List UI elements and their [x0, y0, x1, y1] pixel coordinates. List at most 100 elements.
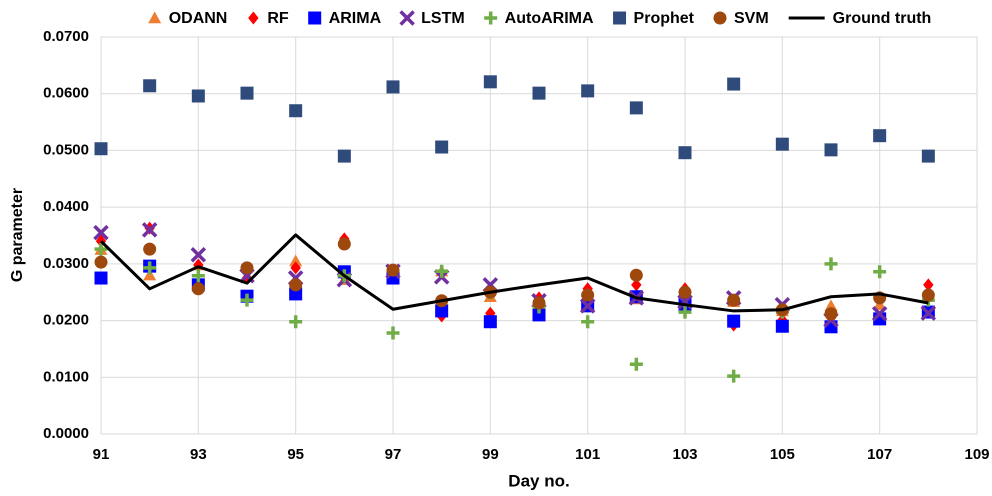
- marker: [581, 315, 595, 329]
- marker: [93, 224, 109, 241]
- y-tick-label: 0.0500: [43, 141, 89, 158]
- marker: [775, 319, 789, 333]
- marker: [190, 247, 207, 263]
- y-tick-label: 0.0200: [43, 312, 89, 329]
- marker: [148, 11, 162, 24]
- x-tick-label: 101: [575, 446, 600, 463]
- marker: [191, 89, 205, 103]
- marker: [386, 326, 400, 340]
- marker: [824, 143, 838, 157]
- x-tick-label: 91: [93, 446, 110, 463]
- marker: [631, 278, 642, 292]
- marker: [289, 254, 303, 267]
- marker: [289, 104, 303, 118]
- y-tick-label: 0.0300: [43, 255, 89, 272]
- marker: [337, 237, 351, 251]
- x-tick-label: 109: [964, 446, 989, 463]
- x-tick-label: 107: [867, 446, 892, 463]
- x-tick-label: 105: [770, 446, 795, 463]
- marker: [289, 315, 303, 329]
- marker: [923, 278, 934, 292]
- marker: [143, 79, 157, 93]
- legend-label: LSTM: [421, 10, 465, 27]
- marker: [483, 75, 497, 89]
- line-series: [99, 233, 929, 313]
- marker: [240, 261, 254, 275]
- y-tick-label: 0.0000: [43, 425, 89, 442]
- marker: [532, 308, 546, 322]
- marker: [308, 11, 322, 25]
- marker: [94, 142, 108, 156]
- marker: [191, 269, 205, 283]
- marker: [629, 357, 643, 371]
- marker: [399, 10, 415, 26]
- marker: [678, 285, 692, 299]
- marker: [678, 146, 692, 160]
- marker: [240, 293, 254, 307]
- legend-label: AutoARIMA: [505, 10, 594, 27]
- marker: [824, 257, 838, 271]
- marker: [921, 288, 935, 302]
- x-tick-label: 93: [190, 446, 207, 463]
- marker: [143, 242, 157, 256]
- marker: [727, 293, 741, 307]
- marker: [532, 86, 546, 100]
- marker: [920, 305, 937, 321]
- marker: [871, 306, 888, 322]
- y-tick-label: 0.0100: [43, 368, 89, 385]
- marker: [678, 305, 692, 319]
- marker: [386, 80, 400, 94]
- y-axis-title: G parameter: [9, 188, 26, 282]
- marker: [94, 255, 108, 269]
- y-tick-label: 0.0400: [43, 198, 89, 215]
- marker: [483, 315, 497, 329]
- marker: [873, 129, 887, 143]
- legend-label: ODANN: [169, 10, 228, 27]
- marker: [727, 314, 741, 328]
- x-tick-label: 97: [385, 446, 402, 463]
- marker: [94, 271, 108, 285]
- marker: [484, 11, 498, 25]
- marker: [629, 268, 643, 282]
- marker: [289, 287, 303, 301]
- legend: ODANN RF ARIMA LSTM AutoARIMA Prophet SVM Groun…: [148, 10, 931, 27]
- legend-label: RF: [267, 10, 289, 27]
- marker: [337, 149, 351, 163]
- marker: [579, 298, 596, 314]
- marker: [581, 288, 595, 302]
- y-tick-label: 0.0700: [43, 28, 89, 45]
- marker: [629, 101, 643, 115]
- marker: [873, 265, 887, 279]
- marker: [94, 242, 108, 256]
- marker: [289, 278, 303, 292]
- x-tick-label: 103: [672, 446, 697, 463]
- marker: [290, 261, 301, 275]
- marker: [775, 137, 789, 151]
- marker: [143, 268, 157, 281]
- marker: [713, 11, 727, 25]
- marker: [141, 222, 158, 238]
- marker: [435, 140, 449, 154]
- legend-label: ARIMA: [329, 10, 382, 27]
- marker: [727, 77, 741, 91]
- marker: [824, 307, 838, 321]
- y-tick-label: 0.0600: [43, 85, 89, 102]
- legend-label: SVM: [734, 10, 769, 27]
- x-tick-label: 99: [482, 446, 499, 463]
- marker: [532, 296, 546, 310]
- marker: [240, 86, 254, 100]
- marker: [143, 261, 157, 275]
- marker: [435, 264, 449, 278]
- marker: [921, 149, 935, 163]
- marker: [727, 369, 741, 383]
- marker: [613, 11, 627, 25]
- legend-label: Prophet: [634, 10, 695, 27]
- marker: [581, 84, 595, 98]
- marker: [386, 263, 400, 277]
- marker: [191, 282, 205, 296]
- marker: [824, 299, 838, 312]
- legend-label: Ground truth: [833, 10, 932, 27]
- marker: [435, 304, 449, 318]
- marker: [248, 11, 259, 25]
